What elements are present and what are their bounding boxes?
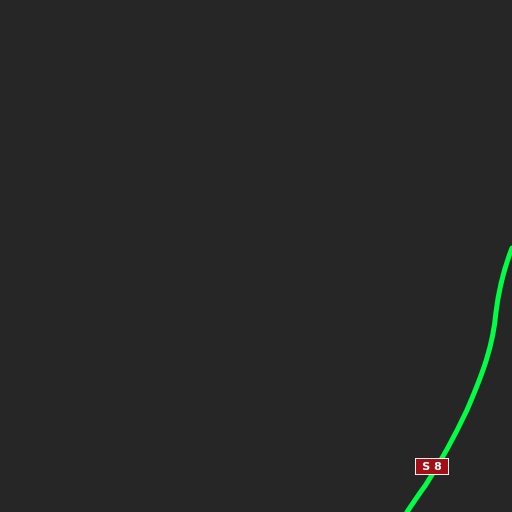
route-shield-s8[interactable]: S 8 <box>415 458 449 475</box>
route-shield-number: 8 <box>434 460 442 473</box>
green-route-line[interactable] <box>404 245 512 512</box>
route-shield-prefix: S <box>422 460 431 473</box>
